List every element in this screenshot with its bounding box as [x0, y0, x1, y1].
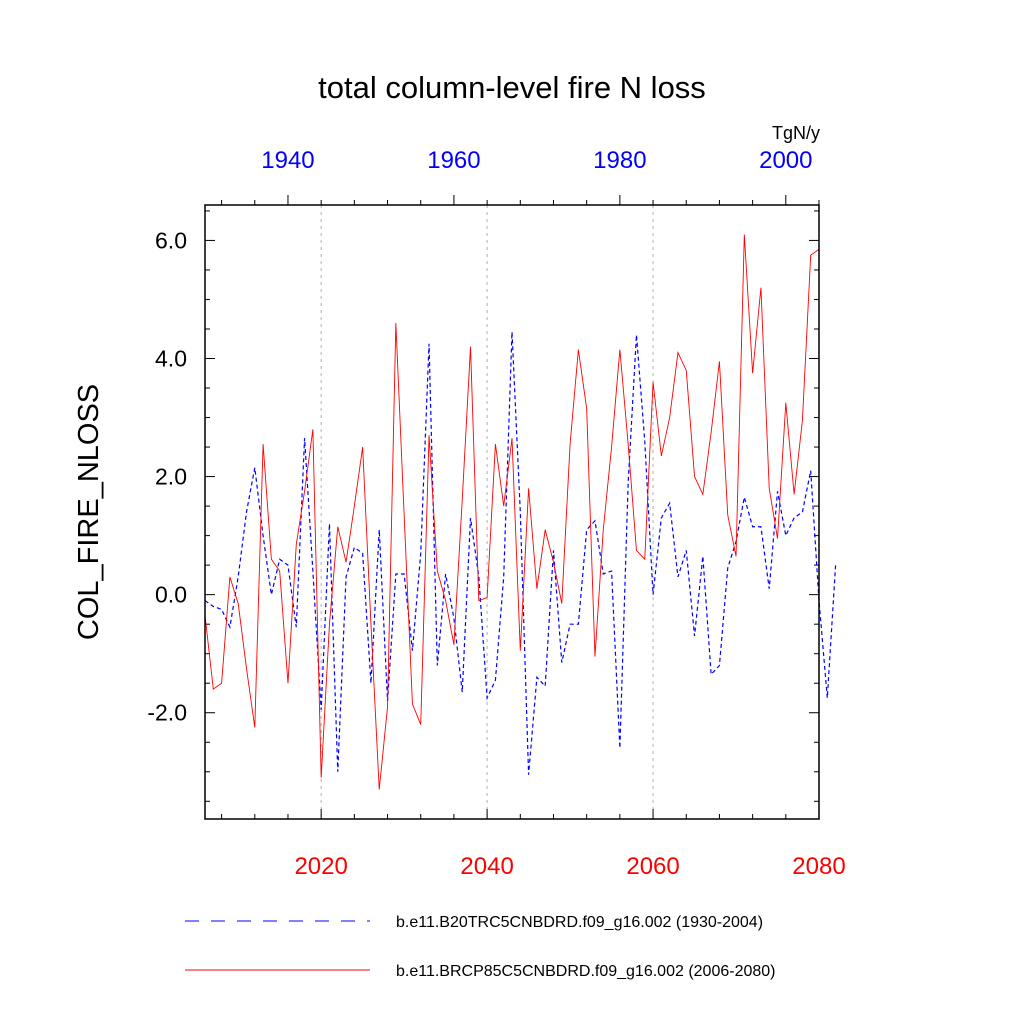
- units-label: TgN/y: [772, 123, 820, 143]
- chart-title: total column-level fire N loss: [318, 70, 706, 105]
- series-line-rcp85: [204, 234, 820, 790]
- y-tick-label: -2.0: [147, 700, 187, 726]
- plot-frame: [204, 204, 820, 820]
- y-axis-label: COL_FIRE_NLOSS: [73, 384, 105, 640]
- y-tick-label: 2.0: [155, 464, 187, 490]
- legend-label-historical: b.e11.B20TRC5CNBDRD.f09_g16.002 (1930-20…: [396, 914, 763, 931]
- y-tick-label: 4.0: [155, 346, 187, 372]
- legend: b.e11.B20TRC5CNBDRD.f09_g16.002 (1930-20…: [185, 914, 775, 980]
- y-tick-label: 0.0: [155, 582, 187, 608]
- axis-ticks: [205, 195, 820, 819]
- gridlines: [320, 205, 654, 819]
- axis-tick-labels: -2.0 0.0 2.0 4.0 6.0 2020 2040 2060 2080 1940 1960…: [147, 147, 845, 880]
- bottom-tick-label: 2080: [792, 853, 845, 880]
- legend-label-rcp85: b.e11.BRCP85C5CNBDRD.f09_g16.002 (2006-2…: [396, 963, 775, 980]
- bottom-tick-label: 2020: [294, 853, 347, 880]
- y-tick-label: 6.0: [155, 227, 187, 253]
- top-tick-label: 2000: [759, 147, 812, 174]
- series-lines: [204, 234, 837, 790]
- top-tick-label: 1980: [593, 147, 646, 174]
- bottom-tick-label: 2040: [460, 853, 513, 880]
- top-tick-label: 1960: [427, 147, 480, 174]
- top-tick-label: 1940: [261, 147, 314, 174]
- series-line-historical: [204, 331, 837, 775]
- bottom-tick-label: 2060: [626, 853, 679, 880]
